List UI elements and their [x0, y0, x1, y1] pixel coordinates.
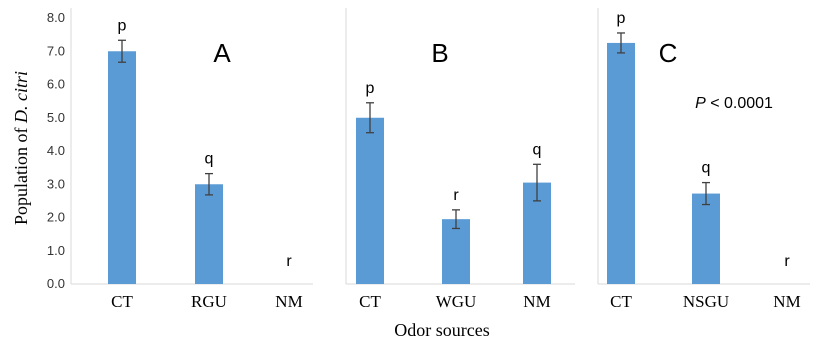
bar — [607, 42, 635, 284]
significance-letter: q — [702, 160, 711, 177]
x-tick-label: CT — [111, 292, 133, 311]
x-axis-title: Odor sources — [394, 320, 489, 340]
x-tick-label: NM — [523, 292, 550, 311]
significance-letter: r — [784, 253, 790, 270]
x-tick-label: RGU — [191, 292, 227, 311]
bar — [692, 193, 720, 284]
x-tick-label: CT — [359, 292, 381, 311]
y-tick-label: 8.0 — [47, 10, 65, 25]
bar — [195, 184, 223, 284]
y-tick-label: 3.0 — [47, 176, 65, 191]
significance-letter: r — [286, 253, 292, 270]
significance-letter: q — [205, 151, 214, 168]
panel-label: A — [213, 38, 231, 68]
y-tick-label: 4.0 — [47, 143, 65, 158]
y-tick-label: 6.0 — [47, 77, 65, 92]
bar — [356, 117, 384, 284]
panel-label: B — [431, 38, 448, 68]
significance-letter: q — [533, 141, 542, 158]
y-tick-label: 7.0 — [47, 43, 65, 58]
x-tick-label: CT — [610, 292, 632, 311]
significance-letter: p — [118, 17, 127, 34]
y-tick-label: 0.0 — [47, 276, 65, 291]
y-axis-title: Population of D. citri — [11, 71, 31, 225]
x-tick-label: NM — [275, 292, 302, 311]
x-tick-label: NM — [773, 292, 800, 311]
bars-layer — [108, 32, 720, 284]
y-tick-label: 2.0 — [47, 210, 65, 225]
x-tick-label: NSGU — [683, 292, 729, 311]
significance-letter: r — [453, 187, 459, 204]
significance-letter: p — [617, 10, 626, 27]
significance-letter: p — [366, 80, 375, 97]
x-tick-label: WGU — [436, 292, 477, 311]
bar — [108, 51, 136, 284]
y-tick-label: 5.0 — [47, 110, 65, 125]
bar — [442, 219, 470, 284]
p-value-annotation: P < 0.0001 — [695, 95, 773, 112]
y-tick-label: 1.0 — [47, 243, 65, 258]
panel-label: C — [659, 38, 678, 68]
labels-layer: 0.0 1.0 2.0 3.0 4.0 5.0 6.0 7.0 8.0 Ap CT q RGU r NM Bp… — [47, 10, 801, 311]
